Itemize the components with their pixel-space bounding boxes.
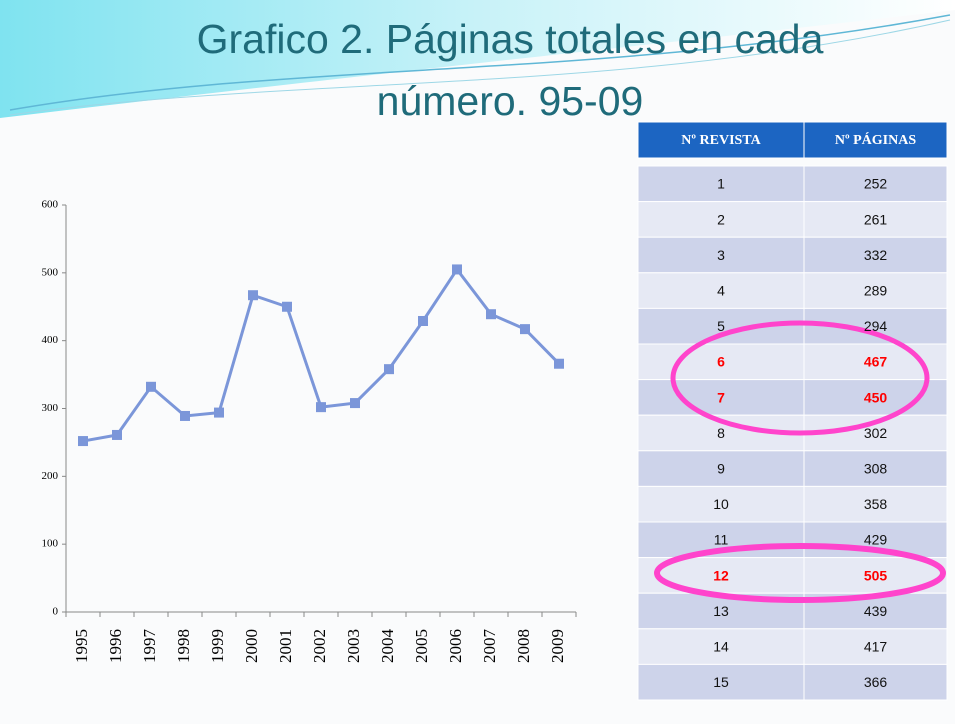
cell-text: 358 <box>864 496 888 512</box>
cell-text: 289 <box>864 283 888 299</box>
y-tick-label: 100 <box>42 538 59 550</box>
table-cell <box>637 201 805 238</box>
cell-text: 294 <box>864 318 888 334</box>
marker <box>112 429 122 440</box>
table-cell <box>637 628 805 665</box>
y-tick-label: 500 <box>42 266 59 278</box>
x-tick-label: 2002 <box>310 629 329 663</box>
cell-text: 8 <box>717 425 725 441</box>
cell-text: 13 <box>713 603 729 619</box>
table-cell <box>637 450 805 487</box>
marker <box>146 381 156 392</box>
marker <box>554 358 564 369</box>
table-cell <box>803 485 948 523</box>
x-tick-label: 2005 <box>412 629 431 663</box>
table-cell <box>803 201 948 238</box>
marker <box>452 264 462 275</box>
x-tick-label: 2007 <box>480 629 499 664</box>
marker <box>384 364 394 375</box>
y-tick-label: 0 <box>53 606 59 618</box>
cell-text: 15 <box>713 674 729 690</box>
y-tick-label: 200 <box>42 470 59 482</box>
y-tick-label: 400 <box>42 334 59 346</box>
marker <box>486 309 496 320</box>
x-tick-label: 2001 <box>276 629 295 663</box>
cell-text: 2 <box>717 211 725 227</box>
marker <box>316 402 326 413</box>
swoosh-line <box>9 14 951 111</box>
cell-text: 11 <box>714 532 729 548</box>
x-tick-label: 1998 <box>174 629 193 663</box>
table-cell <box>803 272 948 309</box>
table-cell <box>637 272 805 309</box>
cell-text: 467 <box>864 354 888 370</box>
table-cell <box>803 628 948 665</box>
header-swoosh <box>0 0 955 118</box>
cell-text: 450 <box>864 389 888 405</box>
marker <box>350 398 360 409</box>
y-tick-label: 600 <box>42 199 59 211</box>
table-cell <box>803 165 948 203</box>
cell-text: 302 <box>864 425 888 441</box>
cell-text: 6 <box>717 354 725 370</box>
cell-text: 5 <box>717 318 725 334</box>
swoosh-line <box>9 19 951 116</box>
cell-text: 3 <box>717 247 725 263</box>
cell-text: 417 <box>864 639 888 655</box>
highlight-ellipse <box>654 543 946 603</box>
x-tick-label: 1996 <box>106 629 125 663</box>
cell-text: 308 <box>864 461 888 477</box>
cell-text: 439 <box>864 603 888 619</box>
cell-text: 252 <box>864 176 888 192</box>
marker <box>214 407 224 418</box>
marker <box>282 301 292 312</box>
highlight-ellipse <box>670 320 930 436</box>
cell-text: 12 <box>713 567 729 583</box>
cell-text: 9 <box>717 461 725 477</box>
cell-text: 10 <box>713 496 729 512</box>
cell-text: 261 <box>864 211 888 227</box>
marker <box>180 410 190 421</box>
table-cell <box>637 165 805 203</box>
line <box>82 266 561 443</box>
cell-text: 4 <box>717 283 725 299</box>
cell-text: 332 <box>864 247 888 263</box>
marker <box>78 436 88 447</box>
slide-title: Grafico 2. Páginas totales en cada númer… <box>196 16 824 124</box>
marker <box>248 290 258 301</box>
cell-text: 7 <box>717 389 725 405</box>
table-cell <box>803 450 948 487</box>
table-cell <box>803 663 948 701</box>
header-cell <box>637 121 805 159</box>
marker <box>520 324 530 335</box>
x-tick-label: 2004 <box>378 629 397 664</box>
table-cell <box>637 663 805 701</box>
table-cell <box>637 343 805 381</box>
header-label: Nº REVISTA <box>681 133 761 148</box>
header-cell <box>803 121 948 159</box>
x-tick-label: 2000 <box>242 629 261 663</box>
y-tick-label: 300 <box>42 402 59 414</box>
x-tick-label: 2006 <box>446 629 465 663</box>
x-tick-label: 2003 <box>344 629 363 663</box>
header-label: Nº PÁGINAS <box>835 131 916 148</box>
x-tick-label: 2009 <box>548 629 567 663</box>
cell-text: 366 <box>864 674 888 690</box>
cell-text: 429 <box>864 532 888 548</box>
x-tick-label: 1997 <box>140 629 159 664</box>
cell-text: 505 <box>864 567 888 583</box>
marker <box>418 315 428 326</box>
x-tick-label: 2008 <box>514 629 533 663</box>
cell-text: 1 <box>717 176 725 192</box>
cell-text: 14 <box>713 639 729 655</box>
x-tick-label: 1999 <box>208 629 227 663</box>
x-tick-label: 1995 <box>72 629 91 663</box>
